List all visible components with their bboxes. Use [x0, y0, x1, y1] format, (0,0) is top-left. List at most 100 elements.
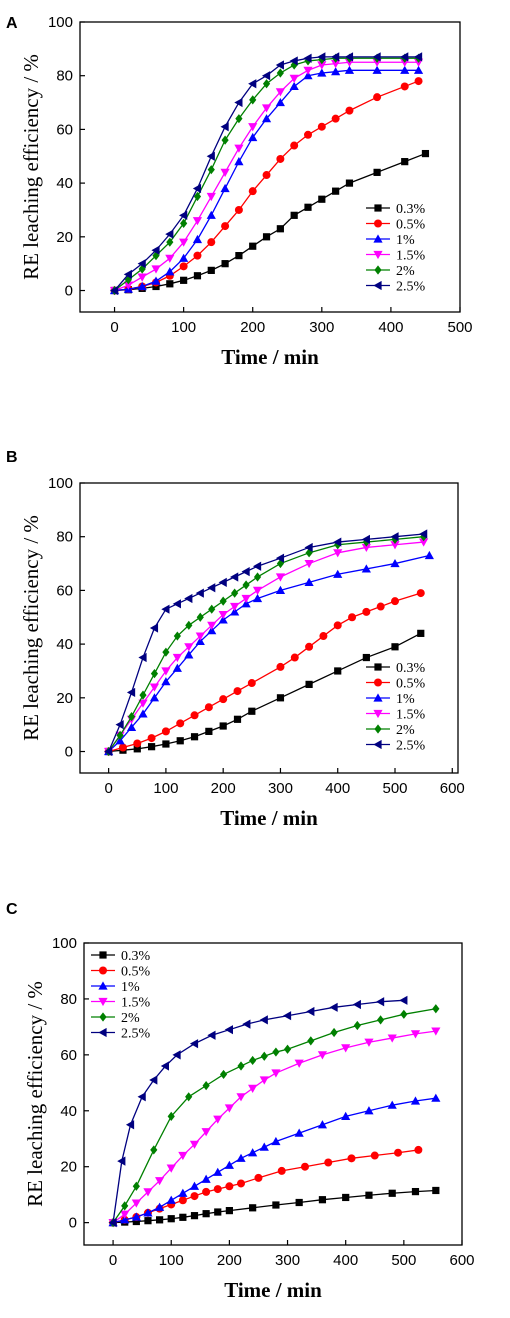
legend-marker [99, 951, 107, 959]
data-point [241, 594, 251, 604]
data-point [207, 583, 216, 593]
data-point [179, 1213, 187, 1221]
data-point [165, 267, 175, 276]
y-tick-label: 20 [56, 229, 73, 246]
data-point [190, 1192, 199, 1201]
data-point [248, 1148, 258, 1157]
chart-panel-b: B 0 100 200 300 400 500 600 0 20 40 60 80 100 Time / m… [6, 449, 465, 830]
data-point [213, 1167, 223, 1176]
series-line [112, 1008, 436, 1223]
data-point [235, 252, 243, 260]
data-point [276, 68, 284, 78]
legend-marker [98, 981, 108, 990]
series-line [112, 1030, 436, 1224]
data-point [178, 1151, 188, 1161]
data-point [190, 711, 199, 720]
data-point [344, 65, 355, 74]
data-point [126, 722, 137, 731]
data-point [207, 1030, 216, 1040]
data-point [224, 1025, 233, 1035]
data-point [143, 1208, 153, 1217]
data-point [179, 253, 189, 262]
data-point [394, 1148, 403, 1157]
data-point [180, 218, 188, 228]
plot-frame [79, 482, 459, 774]
legend-label: 2% [396, 264, 415, 279]
data-point [115, 720, 124, 730]
data-point [373, 93, 382, 102]
data-point [172, 1050, 181, 1060]
data-point [317, 61, 327, 70]
data-point [276, 662, 285, 671]
series-3 [108, 1027, 441, 1228]
data-point [213, 1115, 223, 1124]
y-tick-label: 60 [56, 121, 73, 138]
data-point [189, 1181, 200, 1190]
data-point [150, 669, 159, 679]
data-point [348, 613, 357, 622]
data-point [241, 567, 250, 577]
data-point [272, 1047, 280, 1057]
data-point [118, 743, 127, 752]
data-point [195, 588, 204, 598]
data-point [160, 1061, 170, 1071]
legend-label: 0.5% [121, 965, 151, 980]
data-point [416, 589, 425, 598]
data-point [306, 1006, 315, 1017]
data-point [179, 262, 188, 271]
data-point [390, 532, 399, 542]
data-point [289, 56, 298, 66]
data-point [329, 1002, 338, 1012]
data-point [201, 1128, 211, 1137]
data-point [125, 1120, 135, 1130]
data-point [165, 229, 174, 239]
data-point [252, 593, 263, 603]
data-point [162, 740, 170, 748]
data-point [341, 1044, 351, 1053]
y-tick-label: 40 [56, 636, 73, 653]
x-tick-label: 400 [325, 780, 350, 797]
data-point [151, 245, 160, 255]
x-axis-label: Time / min [224, 1278, 322, 1302]
data-point [413, 65, 424, 74]
data-point [131, 1199, 141, 1208]
data-point [242, 1019, 251, 1029]
legend-label: 2.5% [396, 280, 426, 295]
data-point [304, 203, 312, 211]
data-point [331, 52, 340, 62]
data-point [388, 1189, 396, 1197]
data-point [347, 1154, 356, 1163]
data-point [262, 79, 271, 89]
data-point [275, 553, 285, 563]
data-point [149, 1075, 158, 1085]
data-point [319, 632, 328, 641]
legend-label: 1% [396, 692, 415, 707]
legend-entry: 0.5% [91, 965, 151, 980]
x-tick-label: 0 [104, 780, 112, 797]
x-tick-label: 500 [391, 1252, 416, 1269]
data-point [185, 1092, 193, 1102]
data-point [300, 1162, 309, 1171]
data-point [345, 179, 354, 187]
data-point [390, 541, 400, 550]
data-point [196, 612, 204, 622]
data-point [272, 1201, 280, 1209]
data-point [344, 52, 354, 62]
data-point [333, 537, 342, 547]
data-point [185, 620, 193, 630]
chart-panel-c: C 0 100 200 300 400 500 600 0 20 40 60 80 100 Time / m… [6, 901, 475, 1302]
legend-marker [374, 724, 382, 734]
data-point [179, 238, 189, 247]
panel-letter: A [6, 15, 18, 32]
series-line [114, 69, 419, 292]
data-point [230, 602, 240, 612]
data-point [318, 1196, 327, 1204]
data-point [317, 1120, 328, 1129]
legend-marker [374, 265, 382, 275]
series-4 [105, 532, 428, 757]
legend-label: 0.5% [396, 218, 426, 233]
data-point [248, 1084, 258, 1094]
legend-label: 0.5% [396, 677, 426, 692]
data-point [247, 679, 256, 688]
data-point [204, 703, 213, 712]
